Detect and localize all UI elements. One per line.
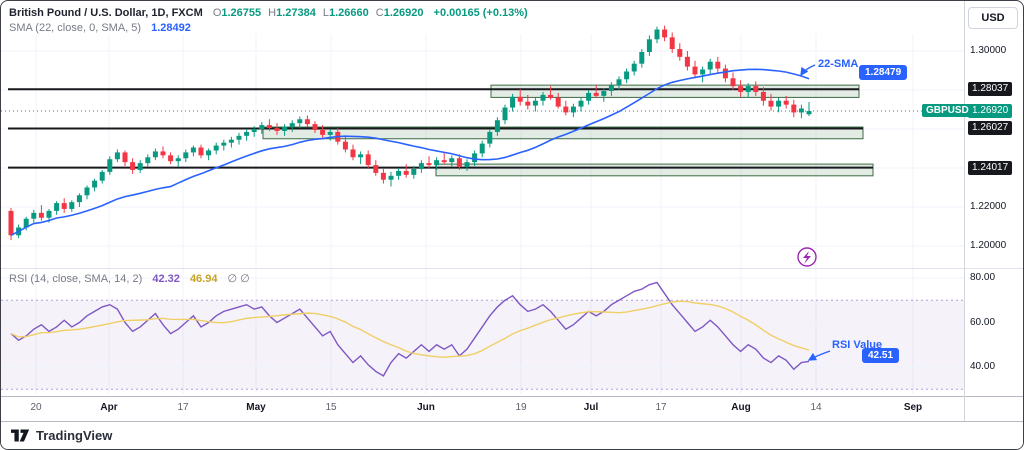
- price-axis-label: 1.30000: [970, 45, 1007, 56]
- time-axis-tick: Jul: [583, 402, 599, 413]
- sma-legend-value: 1.28492: [151, 22, 191, 34]
- sma-legend-title[interactable]: SMA (22, close, 0, SMA, 5): [9, 22, 142, 34]
- grid-layer: [1, 34, 964, 394]
- sma-callout-label[interactable]: 22-SMA: [818, 58, 859, 70]
- tradingview-brand-link[interactable]: TradingView: [36, 428, 113, 443]
- time-axis-tick: 19: [515, 402, 527, 413]
- symbol-price-badge: GBPUSD: [922, 104, 973, 117]
- price-axis[interactable]: 1.30000 1.22000 1.20000 1.28037 1.26920 1.260…: [965, 1, 1023, 396]
- tradingview-logo-icon: [11, 429, 30, 442]
- ohlc-value: 1.26755: [221, 7, 262, 19]
- rsi-legend[interactable]: RSI (14, close, SMA, 14, 2) 42.32 46.94 …: [9, 272, 250, 285]
- ohlc-value: 1.26660: [328, 7, 369, 19]
- symbol-title[interactable]: British Pound / U.S. Dollar, 1D, FXCM: [9, 7, 203, 19]
- ohlc-value: 1.27384: [276, 7, 316, 19]
- price-axis-badge: 1.28037: [968, 82, 1013, 97]
- ohlc-key: C: [375, 7, 384, 19]
- time-axis-tick: Apr: [100, 402, 118, 413]
- time-axis-tick: Aug: [731, 402, 751, 413]
- price-axis-label: 1.22000: [970, 201, 1007, 212]
- ohlc-key: L: [322, 7, 329, 19]
- ohlc-value: 1.26920: [383, 7, 424, 19]
- event-lightning-icon[interactable]: [797, 247, 817, 267]
- time-axis-tick: Jun: [417, 402, 435, 413]
- rsi-value-badge[interactable]: 42.51: [862, 348, 900, 363]
- attribution-bar: TradingView: [1, 422, 1023, 449]
- rsi-legend-extra: ∅ ∅: [227, 273, 250, 285]
- currency-usd-button[interactable]: USD: [968, 7, 1018, 29]
- price-chart-canvas[interactable]: [1, 1, 964, 396]
- ohlc-values: O1.26755 H1.27384 L1.26660 C1.26920: [206, 7, 424, 19]
- price-axis-badge: 1.26027: [968, 121, 1013, 136]
- price-axis-label: 1.20000: [970, 240, 1007, 251]
- sma-legend[interactable]: SMA (22, close, 0, SMA, 5) 1.28492: [9, 22, 191, 34]
- rsi-legend-value: 42.32: [152, 273, 180, 285]
- price-axis-divider[interactable]: [964, 1, 965, 421]
- time-axis-tick: 17: [177, 402, 189, 413]
- sma-22-line: [10, 68, 810, 236]
- rsi-legend-title[interactable]: RSI (14, close, SMA, 14, 2): [9, 273, 143, 285]
- time-axis[interactable]: 20 Apr 17 May 15 Jun 19 Jul 17 Aug 14 Sep: [1, 397, 964, 421]
- rsi-axis-label: 80.00: [970, 272, 996, 283]
- rsi-indicator-lines: [10, 281, 810, 377]
- ohlc-key: O: [212, 7, 222, 19]
- symbol-legend[interactable]: British Pound / U.S. Dollar, 1D, FXCM O1…: [9, 7, 528, 19]
- candlestick-series: [8, 25, 812, 241]
- price-axis-badge: 1.26920: [968, 104, 1013, 119]
- time-axis-tick: 15: [325, 402, 337, 413]
- ohlc-key: H: [268, 7, 277, 19]
- rsi-sma-legend-value: 46.94: [189, 273, 218, 285]
- time-axis-tick: May: [246, 402, 266, 413]
- horizontal-level-lines: [8, 88, 873, 169]
- rsi-axis-label: 40.00: [970, 361, 996, 372]
- time-axis-tick: 17: [655, 402, 667, 413]
- rsi-axis-label: 60.00: [970, 316, 996, 328]
- change-value: +0.00165 (+0.13%): [433, 7, 528, 19]
- annotations-layer: [797, 64, 831, 361]
- supply-demand-zones: [262, 84, 874, 177]
- time-axis-tick: 14: [810, 402, 822, 413]
- time-axis-tick: 20: [30, 402, 42, 413]
- xaxis-separator: [1, 396, 1023, 397]
- rsi-callout-arrow: [807, 350, 831, 361]
- panel-separator[interactable]: [1, 268, 1023, 269]
- sma-callout-arrow: [800, 64, 816, 77]
- price-axis-badge: 1.24017: [968, 160, 1013, 175]
- time-axis-tick: Sep: [903, 402, 923, 413]
- footer-separator: [1, 421, 1023, 422]
- sma-value-badge[interactable]: 1.28479: [859, 65, 908, 80]
